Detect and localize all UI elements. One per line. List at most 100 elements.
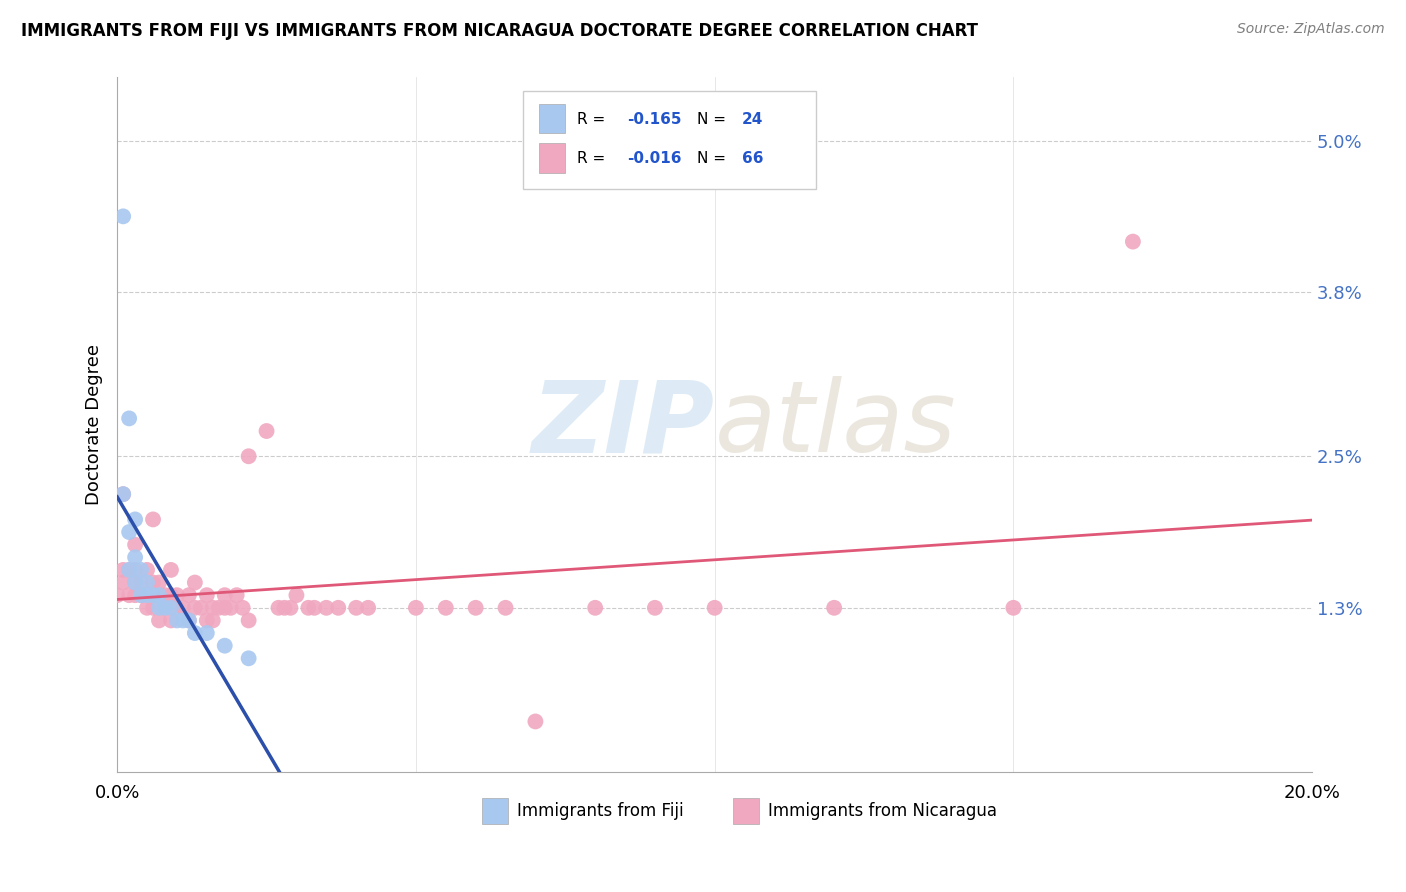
Point bbox=[583, 600, 606, 615]
Point bbox=[285, 588, 308, 602]
Point bbox=[328, 600, 350, 615]
Point bbox=[195, 614, 218, 628]
Point bbox=[136, 563, 159, 577]
Point bbox=[304, 600, 326, 615]
Text: 24: 24 bbox=[742, 112, 763, 127]
Point bbox=[105, 588, 128, 602]
Y-axis label: Doctorate Degree: Doctorate Degree bbox=[86, 344, 103, 505]
Point bbox=[184, 575, 207, 590]
Point bbox=[160, 614, 183, 628]
Point bbox=[232, 600, 254, 615]
Point bbox=[405, 600, 427, 615]
Text: Source: ZipAtlas.com: Source: ZipAtlas.com bbox=[1237, 22, 1385, 37]
Point bbox=[153, 600, 176, 615]
Point bbox=[124, 563, 146, 577]
Text: Immigrants from Fiji: Immigrants from Fiji bbox=[517, 802, 685, 820]
Point bbox=[1002, 600, 1025, 615]
Text: -0.016: -0.016 bbox=[627, 152, 682, 166]
Point bbox=[238, 651, 260, 665]
Point bbox=[136, 575, 159, 590]
Point bbox=[148, 600, 170, 615]
Text: ZIP: ZIP bbox=[531, 376, 714, 473]
Point bbox=[177, 614, 200, 628]
Point bbox=[190, 600, 212, 615]
Point bbox=[148, 575, 170, 590]
Text: atlas: atlas bbox=[714, 376, 956, 473]
Point bbox=[357, 600, 380, 615]
Point bbox=[142, 600, 165, 615]
Point bbox=[166, 588, 188, 602]
Point bbox=[344, 600, 367, 615]
Point bbox=[524, 714, 547, 729]
Point bbox=[177, 588, 200, 602]
Point bbox=[129, 588, 152, 602]
Point bbox=[124, 538, 146, 552]
Text: R =: R = bbox=[578, 112, 610, 127]
Point bbox=[160, 563, 183, 577]
Point bbox=[267, 600, 290, 615]
Point bbox=[148, 614, 170, 628]
Text: IMMIGRANTS FROM FIJI VS IMMIGRANTS FROM NICARAGUA DOCTORATE DEGREE CORRELATION C: IMMIGRANTS FROM FIJI VS IMMIGRANTS FROM … bbox=[21, 22, 979, 40]
FancyBboxPatch shape bbox=[482, 797, 508, 824]
Text: R =: R = bbox=[578, 152, 610, 166]
Point bbox=[118, 563, 141, 577]
Point bbox=[280, 600, 302, 615]
Point bbox=[201, 614, 224, 628]
Text: Immigrants from Nicaragua: Immigrants from Nicaragua bbox=[769, 802, 997, 820]
Point bbox=[112, 210, 135, 224]
Point bbox=[142, 512, 165, 526]
Point bbox=[703, 600, 725, 615]
Point bbox=[214, 639, 236, 653]
Point bbox=[219, 600, 242, 615]
Point bbox=[153, 600, 176, 615]
Point bbox=[124, 550, 146, 565]
Point bbox=[129, 575, 152, 590]
Point bbox=[273, 600, 295, 615]
Point bbox=[112, 563, 135, 577]
FancyBboxPatch shape bbox=[733, 797, 759, 824]
Point bbox=[214, 588, 236, 602]
Point bbox=[118, 588, 141, 602]
Point bbox=[214, 600, 236, 615]
Point bbox=[160, 600, 183, 615]
Point bbox=[434, 600, 457, 615]
Point bbox=[118, 563, 141, 577]
Point bbox=[172, 614, 194, 628]
Point bbox=[297, 600, 319, 615]
Point bbox=[124, 588, 146, 602]
FancyBboxPatch shape bbox=[538, 103, 565, 133]
Point bbox=[124, 575, 146, 590]
Point bbox=[177, 614, 200, 628]
Point bbox=[112, 575, 135, 590]
Point bbox=[195, 588, 218, 602]
Point bbox=[124, 575, 146, 590]
Point bbox=[136, 588, 159, 602]
Point bbox=[148, 588, 170, 602]
Text: -0.165: -0.165 bbox=[627, 112, 682, 127]
Point bbox=[184, 600, 207, 615]
Text: N =: N = bbox=[697, 152, 731, 166]
Point bbox=[124, 512, 146, 526]
Point bbox=[118, 411, 141, 425]
Point bbox=[129, 563, 152, 577]
Point bbox=[644, 600, 666, 615]
Point bbox=[823, 600, 845, 615]
Point bbox=[238, 450, 260, 464]
Point bbox=[315, 600, 337, 615]
Point bbox=[136, 600, 159, 615]
Point bbox=[112, 487, 135, 501]
Point bbox=[201, 600, 224, 615]
Point bbox=[184, 626, 207, 640]
Point bbox=[142, 588, 165, 602]
Point bbox=[160, 588, 183, 602]
Point bbox=[464, 600, 486, 615]
Text: N =: N = bbox=[697, 112, 731, 127]
Point bbox=[142, 575, 165, 590]
Text: 66: 66 bbox=[742, 152, 763, 166]
Point bbox=[166, 600, 188, 615]
Point bbox=[153, 588, 176, 602]
Point bbox=[172, 600, 194, 615]
FancyBboxPatch shape bbox=[538, 144, 565, 172]
FancyBboxPatch shape bbox=[523, 91, 817, 188]
Point bbox=[1122, 235, 1144, 249]
